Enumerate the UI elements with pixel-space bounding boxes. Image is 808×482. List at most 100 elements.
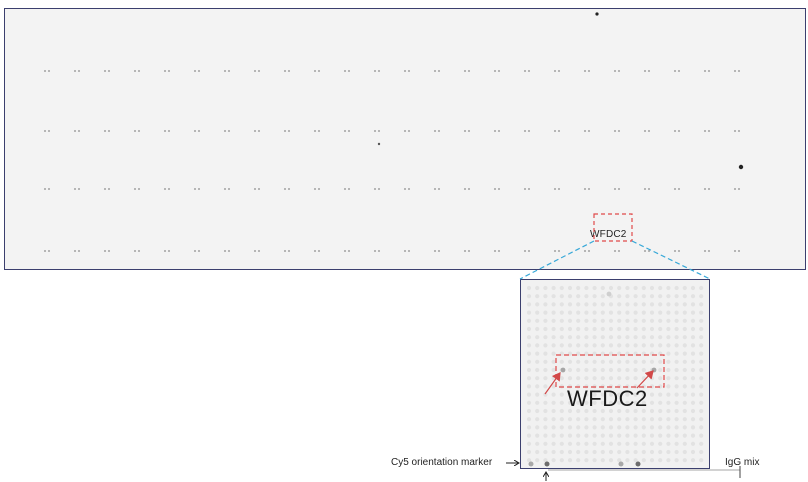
zoom-spot (690, 367, 696, 373)
zoom-spot (625, 294, 630, 299)
zoom-spot (617, 400, 622, 405)
array-spot (738, 130, 740, 132)
zoom-spot (625, 408, 630, 414)
zoom-spot (551, 335, 556, 340)
zoom-spot (567, 302, 573, 307)
zoom-spot (551, 408, 556, 414)
zoom-spot (526, 441, 532, 446)
zoom-spot (649, 359, 655, 364)
zoom-spot (543, 417, 548, 422)
array-spot (104, 188, 106, 190)
zoom-spot (674, 376, 679, 381)
zoom-spot (674, 351, 679, 356)
array-spot (194, 70, 196, 72)
zoom-spot (559, 392, 564, 397)
zoom-spot (608, 408, 614, 414)
zoom-spot (649, 285, 655, 291)
zoom-spot (584, 392, 589, 397)
zoom-spot (576, 285, 581, 291)
igg-mix-label: IgG mix (725, 457, 760, 468)
zoom-spot (551, 359, 556, 364)
zoom-spot (526, 425, 532, 430)
array-spot (104, 250, 106, 252)
zoom-spot (674, 458, 679, 463)
zoom-spot (658, 425, 663, 430)
array-spot (108, 70, 110, 72)
zoom-spot (551, 302, 556, 307)
zoom-spot (551, 318, 556, 323)
zoom-spot (625, 343, 630, 348)
array-spot (494, 188, 496, 190)
zoom-spot (699, 294, 704, 299)
zoom-spot (592, 310, 597, 315)
zoom-spot (584, 376, 589, 381)
array-spot (704, 130, 706, 132)
zoom-spot (641, 302, 646, 307)
array-spot (738, 250, 740, 252)
array-spot (524, 130, 526, 132)
zoom-spot (699, 417, 704, 422)
array-spot (708, 250, 710, 252)
array-spot (644, 250, 646, 252)
zoom-spot (559, 294, 564, 299)
array-spot (288, 70, 290, 72)
zoom-spot (658, 384, 663, 389)
zoom-spot (559, 310, 564, 315)
zoom-spot (699, 458, 704, 463)
array-spot (48, 130, 50, 132)
array-spot (78, 70, 80, 72)
zoom-spot (666, 367, 671, 373)
zoom-spot (526, 294, 532, 299)
array-spot (164, 250, 166, 252)
zoom-spot (633, 408, 638, 414)
zoom-spot (526, 359, 532, 364)
zoom-spot (600, 302, 605, 307)
array-spot (134, 250, 136, 252)
array-spot (494, 70, 496, 72)
zoom-spot (535, 326, 540, 332)
array-spot (44, 70, 46, 72)
array-spot (374, 130, 376, 132)
array-spot (644, 70, 646, 72)
zoom-spot (666, 417, 671, 422)
zoom-spot (690, 302, 696, 307)
zoom-spot (658, 441, 663, 446)
zoom-spot (535, 343, 540, 348)
array-spot (708, 130, 710, 132)
zoom-spot (658, 376, 663, 381)
zoom-spot (625, 326, 630, 332)
zoom-spot (608, 310, 614, 315)
zoom-spot (690, 458, 696, 463)
zoom-spot (625, 310, 630, 315)
igg-spot (618, 461, 624, 467)
zoom-spot (535, 310, 540, 315)
zoom-spot (567, 441, 573, 446)
zoom-spot (526, 285, 532, 291)
zoom-spot (584, 367, 589, 373)
zoom-spot (699, 384, 704, 389)
zoom-spot (658, 285, 663, 291)
zoom-spot (641, 326, 646, 332)
zoom-spot (600, 351, 605, 356)
zoom-spot (535, 441, 540, 446)
array-spot (614, 70, 616, 72)
zoom-spot (658, 367, 663, 373)
zoom-spot (592, 285, 597, 291)
zoom-spot (551, 400, 556, 405)
zoom-spot (633, 449, 638, 455)
array-spot (678, 70, 680, 72)
zoom-spot (559, 458, 564, 463)
zoom-spot (682, 318, 687, 323)
zoom-spot (666, 318, 671, 323)
zoom-spot (535, 367, 540, 373)
zoom-spot (584, 400, 589, 405)
zoom-spot (625, 335, 630, 340)
zoom-spot (592, 441, 597, 446)
zoom-spot (690, 294, 696, 299)
zoom-spot (617, 310, 622, 315)
zoom-spot (567, 359, 573, 364)
wfdc2-overview-label: WFDC2 (590, 229, 627, 240)
zoom-spot (559, 417, 564, 422)
zoom-spot (608, 326, 614, 332)
zoom-spot (543, 384, 548, 389)
